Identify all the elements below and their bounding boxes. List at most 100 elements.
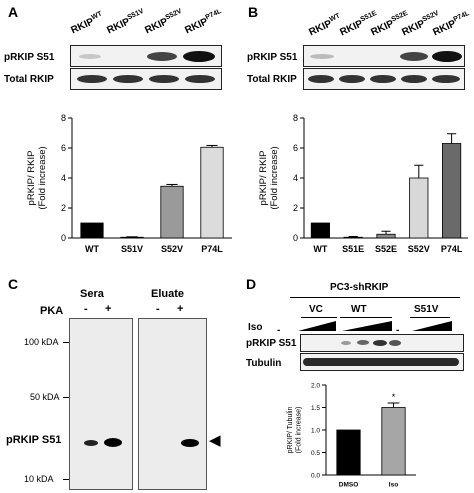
y-axis-label-unit: (Fold increase)	[269, 146, 280, 209]
group-label-sera: Sera	[80, 288, 104, 300]
lane-label: RKIPP74L	[183, 7, 223, 37]
blot-band	[183, 51, 215, 62]
blot-band	[389, 340, 401, 346]
y-tick-label: 1.0	[311, 427, 320, 434]
blot-row-label: Total RKIP	[247, 74, 297, 85]
blot-strip	[300, 353, 464, 371]
arrowhead-icon: ◀	[209, 432, 221, 449]
bar	[200, 146, 224, 239]
sign-label: -	[156, 303, 160, 315]
cell-line-title: PC3-shRKIP	[330, 282, 389, 293]
blot-band	[77, 75, 107, 83]
bar	[120, 236, 144, 239]
y-tick-label: 1.5	[311, 405, 320, 412]
y-axis-label-unit: (Fold increase)	[296, 407, 303, 454]
sign-label: +	[177, 303, 184, 315]
blot-band	[400, 52, 428, 61]
y-tick-label: 2	[61, 203, 66, 213]
x-tick-label: DMSO	[339, 482, 359, 489]
y-tick-label: 0.0	[311, 472, 320, 479]
panel-c-label: C	[8, 276, 19, 292]
y-tick-label: 8	[293, 113, 298, 123]
significance-marker: *	[392, 392, 396, 402]
group-underline	[301, 317, 337, 318]
y-axis-label: pRKIP/ RKIP	[26, 151, 37, 206]
panel-b-bar-chart: 0 2 4 6 8 WT S51E S52E S52V P74L pRKIP/ RKIP (Fold …	[258, 113, 468, 254]
blot-band	[357, 340, 369, 345]
x-tick-label: S52V	[408, 244, 430, 254]
y-tick-label: 0	[61, 233, 66, 243]
marker-100kda: 100 kDA	[24, 337, 59, 347]
marker-10kda: 10 kDA	[24, 474, 54, 484]
blot-row-label: pRKIP S51	[246, 338, 297, 349]
blot-row-label: pRKIP S51	[247, 52, 298, 63]
blot-band	[149, 75, 179, 83]
y-tick-label: 4	[293, 173, 298, 183]
blot-strip	[70, 45, 222, 67]
y-axis-label-unit: (Fold increase)	[37, 146, 48, 209]
lane-label: RKIPS51V	[105, 7, 145, 37]
x-tick-label: S52E	[375, 244, 397, 254]
bar	[336, 429, 361, 476]
dose-wedge-vc	[298, 321, 336, 331]
panel-d-bar-chart: 0.0 0.5 1.0 1.5 2.0 DMSO Iso pRKIP/ Tubulin (Fol…	[287, 382, 416, 489]
title-underline	[290, 297, 460, 298]
lane-label: RKIPWT	[307, 12, 342, 39]
y-tick-label: 0.5	[311, 450, 320, 457]
group-underline	[410, 317, 450, 318]
blot-row-label: Total RKIP	[4, 74, 54, 85]
panel-d-label: D	[246, 276, 257, 292]
blot-band	[339, 75, 365, 83]
blot-band	[303, 358, 459, 366]
group-label-eluate: Eluate	[151, 288, 185, 300]
x-tick-label: WT	[313, 244, 327, 254]
panel-a-label: A	[8, 4, 19, 20]
lane-label: RKIPWT	[69, 10, 104, 37]
blot-band	[79, 54, 101, 59]
y-tick-label: 2.0	[311, 382, 320, 389]
bar	[343, 236, 363, 239]
blot-strip	[303, 45, 465, 67]
blot-band	[373, 340, 387, 346]
band-label: pRKIP S51	[6, 434, 62, 446]
marker-tick	[63, 479, 69, 480]
blot-band	[432, 75, 460, 83]
marker-50kda: 50 kDA	[30, 392, 60, 402]
panel-b-label: B	[248, 4, 259, 20]
blot-row-label: Tubulin	[246, 358, 282, 369]
blot-band	[341, 341, 351, 345]
blot-row-label: pRKIP S51	[4, 52, 55, 63]
sign-label: +	[105, 303, 112, 315]
bar	[310, 222, 330, 239]
marker-tick	[63, 342, 69, 343]
bar	[409, 177, 429, 239]
x-tick-label: WT	[85, 244, 99, 254]
x-tick-label: S51V	[121, 244, 143, 254]
blot-strip	[70, 68, 222, 90]
sign-label: -	[396, 325, 400, 336]
marker-tick	[63, 397, 69, 398]
y-tick-label: 4	[61, 173, 66, 183]
blot-band	[113, 75, 143, 83]
y-tick-label: 6	[293, 143, 298, 153]
blot-strip	[303, 68, 465, 90]
y-axis-label: pRKIP/ Tubulin	[287, 407, 294, 454]
group-label-s51v: S51V	[414, 304, 439, 315]
dose-wedge-wt	[342, 321, 392, 331]
blot-band	[310, 54, 334, 59]
sign-label: -	[277, 325, 281, 336]
blot-strip	[300, 334, 464, 352]
blot-band	[308, 75, 334, 83]
x-tick-label: P74L	[201, 244, 223, 254]
y-tick-label: 8	[61, 113, 66, 123]
dose-wedges	[298, 321, 452, 331]
group-underline	[340, 317, 392, 318]
x-tick-label: S51E	[342, 244, 364, 254]
blot-band	[185, 75, 215, 83]
bar	[442, 143, 462, 239]
bar	[381, 407, 406, 476]
blot-band	[84, 440, 98, 446]
sera-blot	[69, 318, 133, 490]
bar	[376, 233, 396, 239]
blot-band	[401, 75, 427, 83]
